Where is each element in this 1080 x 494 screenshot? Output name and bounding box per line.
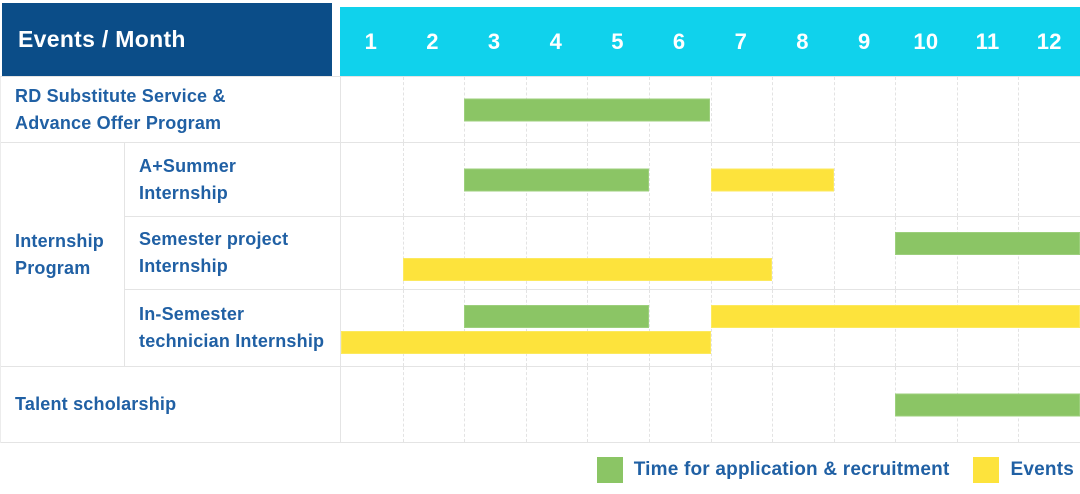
table-row-group: Internship Program A+Summer Internship Sem… [1, 143, 1080, 367]
month-header-9: 9 [857, 28, 871, 54]
table-header-row: Events / Month 1 2 3 4 5 6 7 8 9 10 11 12 [0, 3, 1080, 76]
month-gridline [833, 77, 835, 142]
gantt-bar-application [464, 98, 711, 121]
month-gridline [587, 217, 589, 289]
gantt-bar-application [464, 305, 649, 328]
month-header-10: 10 [913, 28, 939, 54]
month-gridline [648, 290, 650, 366]
row-label: In-Semester technician Internship [124, 290, 340, 366]
month-header-8: 8 [796, 28, 809, 54]
legend-swatch-application [596, 457, 623, 483]
month-gridline [710, 367, 712, 442]
month-gridline [648, 217, 650, 289]
gantt-bar-events [402, 258, 773, 281]
month-gridline [587, 367, 589, 442]
month-header-7: 7 [734, 28, 748, 54]
month-gridline [1018, 290, 1020, 366]
month-gridline [402, 367, 404, 442]
month-header-4: 4 [549, 28, 563, 54]
month-gridline [464, 290, 466, 366]
group-subrows: A+Summer Internship Semester project Inte… [124, 143, 1080, 366]
month-gridline [525, 367, 527, 442]
group-label: Internship Program [15, 230, 105, 278]
month-header-2: 2 [426, 28, 439, 54]
month-gridline [648, 143, 650, 216]
month-gridline [710, 290, 712, 366]
legend: Time for application & recruitment Event… [0, 457, 1080, 483]
table-row: Talent scholarship [1, 367, 1080, 443]
month-header-11: 11 [975, 28, 1000, 54]
gantt-row-chart [340, 143, 1080, 216]
month-header-6: 6 [672, 28, 686, 54]
legend-swatch-events [973, 457, 1000, 483]
month-gridline [956, 290, 958, 366]
table-row: RD Substitute Service & Advance Offer Pr… [1, 77, 1080, 143]
gantt-row-chart [340, 77, 1080, 142]
month-gridline [464, 217, 466, 289]
gantt-bar-application [895, 393, 1080, 416]
month-gridline [895, 77, 897, 142]
month-gridline [1018, 77, 1020, 142]
legend-label-events: Events [1010, 459, 1074, 480]
gantt-bar-application [464, 168, 649, 191]
month-gridline [648, 367, 650, 442]
month-header-3: 3 [487, 28, 501, 54]
month-gridline [402, 77, 404, 142]
row-label: Talent scholarship [15, 394, 177, 414]
month-header-1: 1 [364, 28, 378, 54]
gantt-row-chart [340, 217, 1080, 289]
month-gridline [772, 217, 774, 289]
gantt-row-chart [340, 290, 1080, 366]
month-gridline [833, 143, 835, 216]
table-row: A+Summer Internship [124, 143, 1080, 216]
gantt-bar-events [341, 331, 711, 354]
month-gridline [895, 143, 897, 216]
month-gridline [464, 367, 466, 442]
events-month-table: Events / Month 1 2 3 4 5 6 7 8 9 10 11 12 RD Substi… [0, 3, 1080, 443]
gantt-bar-application [895, 232, 1080, 255]
table-row: Semester project Internship [124, 216, 1080, 289]
row-label: RD Substitute Service & Advance Offer Pr… [15, 85, 226, 133]
legend-label-application: Time for application & recruitment [633, 459, 950, 480]
gantt-bar-events [710, 305, 1080, 328]
gantt-row-chart [340, 367, 1080, 442]
month-gridline [402, 217, 404, 289]
month-gridline [956, 77, 958, 142]
month-gridline [772, 367, 774, 442]
table-body: RD Substitute Service & Advance Offer Pr… [0, 76, 1080, 443]
row-label: A+Summer Internship [124, 143, 340, 216]
month-gridline [710, 217, 712, 289]
month-gridline [772, 290, 774, 366]
month-gridline [1018, 143, 1020, 216]
month-header-12: 12 [1036, 28, 1062, 54]
table-corner-header: Events / Month [2, 3, 332, 76]
month-gridline [525, 290, 527, 366]
month-gridline [587, 290, 589, 366]
month-gridline [402, 290, 404, 366]
month-gridline [833, 290, 835, 366]
row-label: Semester project Internship [124, 217, 340, 289]
month-gridline [833, 367, 835, 442]
table-row: In-Semester technician Internship [124, 289, 1080, 366]
month-header-strip: 1 2 3 4 5 6 7 8 9 10 11 12 [340, 7, 1080, 76]
gantt-bar-events [710, 168, 834, 191]
month-header-5: 5 [611, 28, 624, 54]
month-gridline [402, 143, 404, 216]
month-gridline [772, 77, 774, 142]
month-gridline [710, 77, 712, 142]
month-gridline [895, 290, 897, 366]
month-gridline [525, 217, 527, 289]
month-gridline [833, 217, 835, 289]
month-gridline [956, 143, 958, 216]
